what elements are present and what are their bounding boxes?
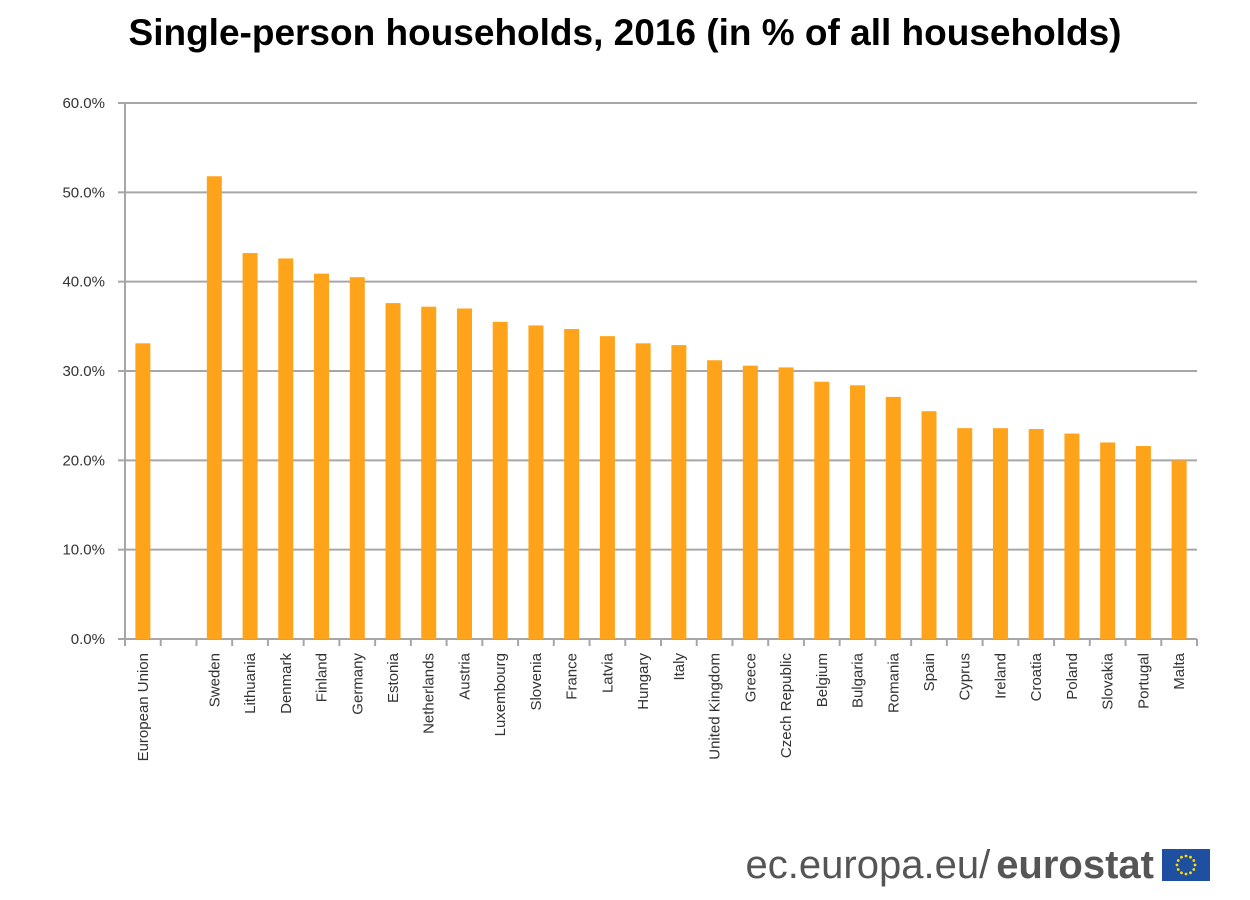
category-label: Sweden [206, 653, 223, 707]
bar [599, 336, 615, 639]
category-label: Romania [885, 652, 902, 713]
category-label: Denmark [278, 653, 295, 714]
category-label: Italy [671, 653, 688, 681]
bar [314, 273, 330, 639]
bar [885, 396, 901, 639]
bar [850, 385, 866, 639]
bar [492, 321, 508, 639]
bar [135, 343, 151, 639]
bar [707, 360, 723, 639]
bar [1135, 446, 1151, 639]
bar [742, 365, 758, 639]
bar [421, 306, 437, 639]
bar [1064, 433, 1080, 639]
category-label: Cyprus [957, 653, 974, 701]
bar [206, 176, 222, 639]
y-tick-label: 0.0% [71, 631, 105, 648]
category-label: Germany [349, 653, 366, 715]
category-label: Poland [1064, 653, 1081, 700]
bar [992, 428, 1008, 639]
category-label: Belgium [814, 653, 831, 707]
bar [814, 381, 830, 639]
category-label: Finland [314, 653, 331, 702]
bar [385, 303, 401, 639]
category-label: Estonia [385, 652, 402, 703]
category-label: European Union [135, 653, 152, 761]
y-tick-label: 30.0% [62, 363, 105, 380]
bar [528, 325, 544, 639]
bar [635, 343, 651, 639]
bar [1028, 429, 1044, 639]
y-tick-labels: 0.0% 10.0% 20.0% 30.0% 40.0% 50.0% 60.0% [62, 95, 105, 648]
category-label: Hungary [635, 653, 652, 710]
source-brand: eurostat [996, 842, 1154, 887]
source-domain: ec.europa.eu/ [745, 842, 991, 887]
category-label: Greece [742, 653, 759, 702]
bar [456, 308, 472, 639]
chart-title: Single-person households, 2016 (in % of … [128, 12, 1122, 53]
category-label: Croatia [1028, 652, 1045, 701]
bar [278, 258, 294, 639]
y-tick-label: 60.0% [62, 95, 105, 112]
y-tick-label: 50.0% [62, 184, 105, 201]
bar [1100, 442, 1116, 639]
category-label: Slovakia [1100, 652, 1117, 709]
bar [564, 329, 580, 639]
bar [1171, 460, 1187, 639]
category-label: Malta [1171, 652, 1188, 689]
category-label: Austria [456, 652, 473, 699]
gridlines [118, 102, 1197, 640]
bar [957, 428, 973, 639]
category-label: France [564, 653, 581, 700]
category-label: Luxembourg [492, 653, 509, 736]
bar [671, 345, 687, 639]
category-label: Czech Republic [778, 653, 795, 759]
category-labels: European Union Sweden Lithuania Denmark Finl… [135, 652, 1188, 761]
category-label: Slovenia [528, 652, 545, 710]
bar [242, 253, 258, 639]
category-label: United Kingdom [707, 653, 724, 760]
bars [135, 176, 1187, 639]
category-label: Portugal [1135, 653, 1152, 709]
y-tick-label: 10.0% [62, 542, 105, 559]
y-tick-label: 40.0% [62, 274, 105, 291]
category-label: Lithuania [242, 652, 259, 714]
category-label: Ireland [992, 653, 1009, 699]
axes [124, 103, 1198, 646]
category-label: Latvia [599, 652, 616, 693]
bar [778, 367, 794, 639]
bar [921, 411, 937, 639]
source-footer: ec.europa.eu/eurostat [746, 840, 1210, 890]
bar [349, 277, 365, 639]
eu-flag-icon [1162, 849, 1210, 881]
category-label: Bulgaria [850, 652, 867, 708]
y-tick-label: 20.0% [62, 452, 105, 469]
category-label: Netherlands [421, 653, 438, 734]
category-label: Spain [921, 653, 938, 691]
